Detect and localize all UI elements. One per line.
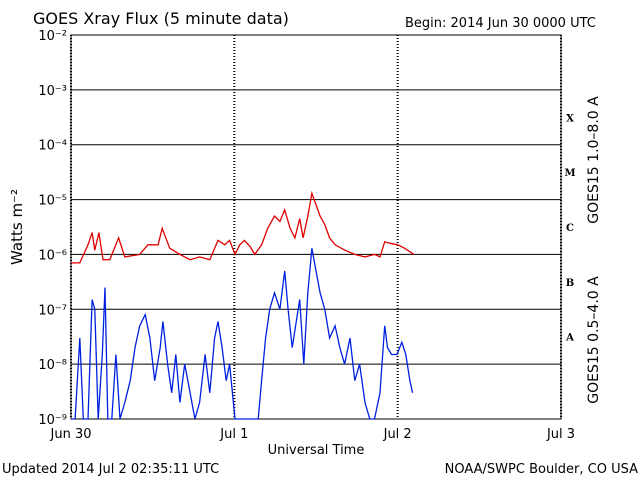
flare-class-label: B xyxy=(566,278,574,289)
flare-class-label: X xyxy=(566,113,574,124)
footer-left: Updated 2014 Jul 2 02:35:11 UTC xyxy=(2,462,219,477)
chart-title: GOES Xray Flux (5 minute data) xyxy=(33,9,289,28)
y-tick-label: 10⁻⁹ xyxy=(38,413,67,428)
chart-subtitle: Begin: 2014 Jun 30 0000 UTC xyxy=(405,16,596,31)
y-tick-label: 10⁻³ xyxy=(38,84,67,99)
x-axis-label: Universal Time xyxy=(268,443,365,458)
series-line xyxy=(71,190,415,264)
y-tick-label: 10⁻⁸ xyxy=(38,358,67,373)
x-tick-label: Jul 3 xyxy=(546,427,575,442)
plot-frame xyxy=(70,34,562,420)
legend-entry: GOES15 1.0–8.0 A xyxy=(586,96,602,224)
y-axis-label: Watts m⁻² xyxy=(8,189,26,265)
x-tick-label: Jul 2 xyxy=(383,427,412,442)
flare-class-label: M xyxy=(564,168,575,179)
series-line xyxy=(71,248,414,420)
x-tick-label: Jul 1 xyxy=(219,427,248,442)
y-tick-label: 10⁻⁷ xyxy=(38,303,67,318)
y-tick-label: 10⁻⁶ xyxy=(38,248,67,263)
footer-right: NOAA/SWPC Boulder, CO USA xyxy=(445,462,638,477)
flare-class-label: A xyxy=(565,333,574,344)
y-tick-label: 10⁻⁴ xyxy=(38,139,67,154)
x-tick-label: Jun 30 xyxy=(50,427,92,442)
y-tick-label: 10⁻² xyxy=(38,29,67,44)
y-tick-label: 10⁻⁵ xyxy=(38,194,67,209)
legend-entry: GOES15 0.5–4.0 A xyxy=(586,276,602,404)
flare-class-label: C xyxy=(566,223,574,234)
